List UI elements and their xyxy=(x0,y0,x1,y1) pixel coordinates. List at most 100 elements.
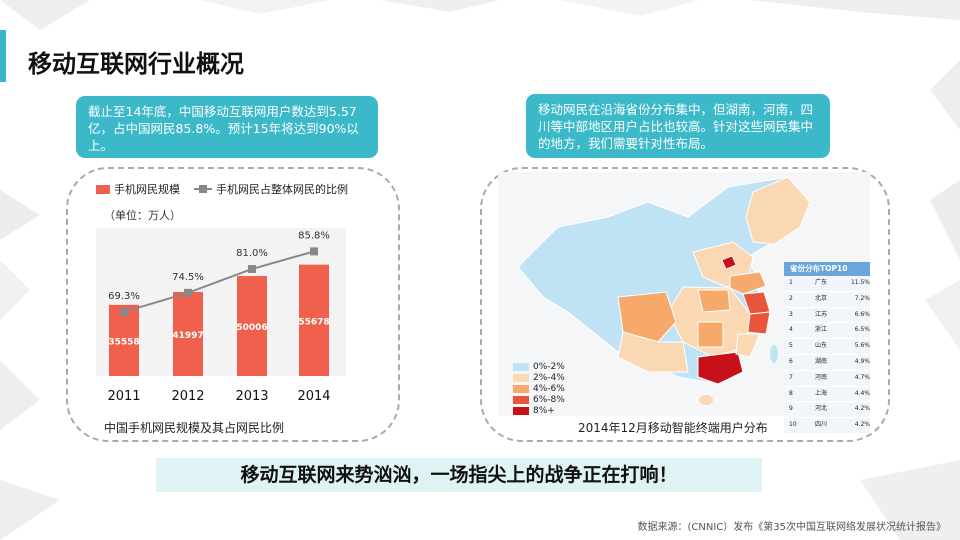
value-cell: 6.5% xyxy=(854,326,870,334)
callout-distribution: 移动网民在沿海省份分布集中，但湖南，河南，四川等中部地区用户占比也较高。针对这些… xyxy=(526,94,830,158)
top10-table: 省份分布TOP10 1 广东 11.5% 2 北京 7.2% 3 江苏 6.6% 4 浙江 6.5% 5… xyxy=(784,262,870,434)
legend-swatch xyxy=(513,362,529,371)
map-legend-item: 8%+ xyxy=(513,405,565,416)
callout-mobile-users: 截止至14年底，中国移动互联网用户数达到5.57亿，占中国网民85.8%。预计1… xyxy=(76,96,378,158)
legend-label: 8%+ xyxy=(533,405,555,416)
top10-row: 1 广东 11.5% xyxy=(784,276,870,292)
rank-cell: 6 xyxy=(789,357,793,365)
ratio-point xyxy=(120,307,128,316)
value-cell: 4.4% xyxy=(854,389,870,397)
top10-row: 6 湖南 4.9% xyxy=(784,354,870,371)
map-caption: 2014年12月移动智能终端用户分布 xyxy=(578,421,768,435)
x-tick-label: 2011 xyxy=(107,389,140,404)
province-cell: 四川 xyxy=(815,421,828,429)
value-cell: 4.7% xyxy=(854,373,870,381)
top10-row: 10 四川 4.2% xyxy=(784,418,870,434)
value-cell: 6.6% xyxy=(854,310,870,318)
bar-2014 xyxy=(299,264,329,376)
slogan: 移动互联网来势汹汹，一场指尖上的战争正在打响！ xyxy=(240,464,678,486)
rank-cell: 7 xyxy=(789,373,793,381)
value-cell: 7.2% xyxy=(854,294,870,302)
top10-rows: 1 广东 11.5% 2 北京 7.2% 3 江苏 6.6% 4 浙江 6.5% 5 山东 5.6% 6 湖南 4… xyxy=(784,276,870,434)
bar-2011 xyxy=(109,304,139,376)
province-cell: 河北 xyxy=(815,405,828,413)
map-shandong xyxy=(729,271,767,295)
ratio-label: 85.8% xyxy=(298,230,330,241)
title-accent-bar xyxy=(0,30,6,82)
value-cell: 4.2% xyxy=(854,405,870,413)
ratio-label: 69.3% xyxy=(108,291,140,302)
x-tick-label: 2013 xyxy=(235,389,268,404)
rank-cell: 2 xyxy=(789,294,793,302)
bar-2012 xyxy=(173,292,203,376)
top10-row: 5 山东 5.6% xyxy=(784,339,870,355)
data-source: 数据来源：(CNNIC）发布《第35次中国互联网络发展状况统计报告》 xyxy=(637,522,946,533)
x-tick-label: 2012 xyxy=(171,389,204,404)
value-cell: 4.9% xyxy=(854,357,870,365)
legend-line-swatch xyxy=(194,185,212,193)
province-cell: 北京 xyxy=(815,294,828,302)
province-cell: 广东 xyxy=(815,279,828,286)
legend-swatch xyxy=(513,406,529,415)
bar-line-chart: 35558 2011 41997 2012 50006 2013 55678 2014 69.3… xyxy=(96,228,346,404)
map-southwest xyxy=(617,331,689,373)
ratio-point xyxy=(184,288,192,297)
map-taiwan xyxy=(770,345,778,363)
chart-panel xyxy=(66,167,400,442)
rank-cell: 4 xyxy=(789,326,793,334)
legend-label: 2%-4% xyxy=(533,372,565,383)
bar-value-label: 55678 xyxy=(298,317,329,327)
top10-row: 3 江苏 6.6% xyxy=(784,307,870,324)
map-legend-item: 4%-6% xyxy=(513,383,565,394)
legend-label: 4%-6% xyxy=(533,383,565,394)
legend-swatch xyxy=(513,373,529,382)
rank-cell: 3 xyxy=(789,310,793,318)
province-cell: 湖南 xyxy=(815,357,828,365)
rank-cell: 9 xyxy=(789,405,793,413)
legend-line-label: 手机网民占整体网民的比例 xyxy=(216,183,348,196)
top10-row: 8 上海 4.4% xyxy=(784,386,870,403)
province-cell: 浙江 xyxy=(815,326,828,334)
rank-cell: 1 xyxy=(789,279,793,286)
value-cell: 4.2% xyxy=(854,421,870,429)
slogan-background xyxy=(156,458,762,492)
bar-2013 xyxy=(237,275,267,376)
bar-value-label: 50006 xyxy=(236,323,267,333)
map-henan xyxy=(697,289,731,313)
map-northeast xyxy=(745,176,811,245)
province-cell: 上海 xyxy=(815,389,828,397)
map-fujian xyxy=(735,333,761,358)
ratio-point xyxy=(248,265,256,273)
rank-cell: 8 xyxy=(789,389,793,397)
map-panel xyxy=(480,167,890,442)
map-hainan xyxy=(699,395,713,405)
map-beijing xyxy=(721,255,737,270)
top10-row: 4 浙江 6.5% xyxy=(784,323,870,340)
china-map xyxy=(498,172,870,416)
page-title: 移动互联网行业概况 xyxy=(28,50,244,78)
legend-swatch xyxy=(513,395,529,404)
x-tick-label: 2014 xyxy=(297,389,330,404)
value-cell: 11.5% xyxy=(850,279,870,286)
top10-row: 2 北京 7.2% xyxy=(784,291,870,308)
province-cell: 河南 xyxy=(815,373,828,381)
top10-title: 省份分布TOP10 xyxy=(790,264,848,273)
ratio-label: 74.5% xyxy=(172,272,204,283)
top10-row: 9 河北 4.2% xyxy=(784,402,870,419)
top10-header: 省份分布TOP10 xyxy=(784,262,870,276)
legend-bar-label: 手机网民规模 xyxy=(114,183,180,196)
legend-swatch xyxy=(513,384,529,393)
chart-legend: 手机网民规模 手机网民占整体网民的比例 xyxy=(96,181,348,197)
top10-row: 7 河南 4.7% xyxy=(784,370,870,387)
legend-label: 0%-2% xyxy=(533,361,565,372)
province-cell: 江苏 xyxy=(815,310,828,318)
bar-value-label: 41997 xyxy=(172,331,203,341)
map-legend-item: 6%-8% xyxy=(513,394,565,405)
province-cell: 山东 xyxy=(815,342,828,350)
legend-label: 6%-8% xyxy=(533,394,565,405)
rank-cell: 10 xyxy=(789,421,797,429)
map-legend-item: 0%-2% xyxy=(513,361,565,372)
ratio-line xyxy=(123,250,315,313)
ratio-label: 81.0% xyxy=(236,248,268,259)
value-cell: 5.6% xyxy=(854,342,870,350)
